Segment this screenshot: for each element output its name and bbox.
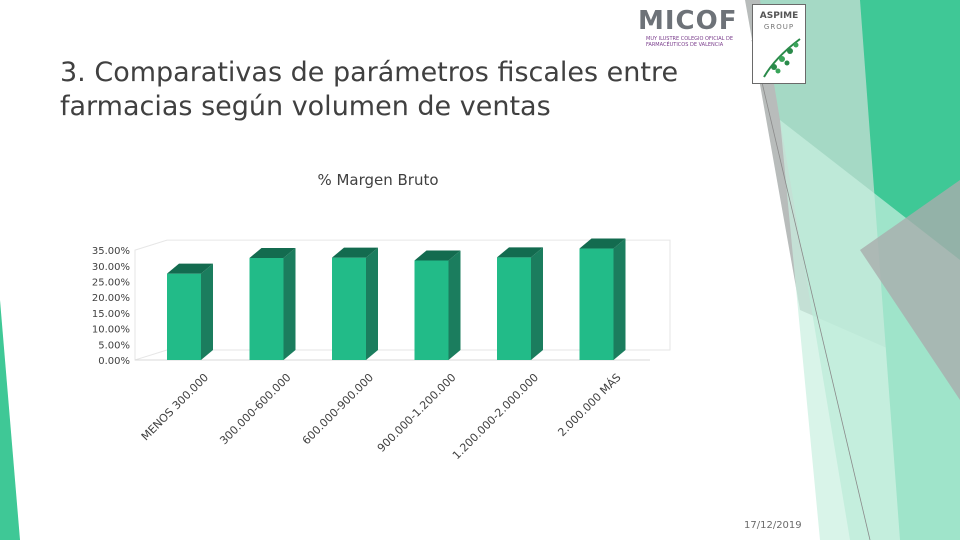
bar-top	[579, 238, 626, 249]
slide-date: 17/12/2019	[744, 520, 802, 531]
bar	[414, 250, 461, 360]
x-tick-label: 300.000-600.000	[217, 371, 293, 447]
bar	[167, 263, 213, 360]
bar-side	[283, 247, 296, 360]
chart-3d-walls	[134, 239, 671, 361]
slide-title-line-1: 3. Comparativas de parámetros fiscales e…	[60, 57, 679, 88]
bar-side	[201, 263, 213, 360]
bar-front	[414, 260, 449, 360]
y-tick-label: 20.00%	[92, 293, 130, 304]
bar-front	[249, 257, 284, 360]
y-tick-label: 0.00%	[98, 356, 130, 367]
bar-front	[167, 273, 201, 360]
slide-title-line-2: farmacias según volumen de ventas	[60, 91, 551, 122]
bar-front	[497, 257, 531, 360]
bar-top	[497, 247, 543, 258]
theme-diagonal-line	[751, 39, 871, 540]
slide-title: 3. Comparativas de parámetros fiscales e…	[60, 56, 750, 124]
bar-top	[414, 250, 461, 261]
aspime-logo: ASPIME GROUP	[752, 4, 806, 84]
y-tick-label: 35.00%	[92, 246, 130, 257]
bar-top	[167, 263, 213, 274]
chart-title: % Margen Bruto	[317, 171, 438, 189]
x-tick-label: MENOS 300.000	[139, 371, 211, 443]
theme-shape-left-accent	[0, 300, 20, 540]
y-tick-label: 10.00%	[92, 325, 130, 336]
y-axis: 0.00% 5.00% 10.00% 15.00% 20.00% 25.00% 30.00%…	[92, 246, 130, 367]
micof-logo: MICOF MUY ILUSTRE COLEGIO OFICIAL DE FAR…	[638, 6, 742, 54]
bar-side	[366, 247, 378, 360]
y-tick-label: 25.00%	[92, 278, 130, 289]
x-tick-label: 600.000-900.000	[300, 371, 376, 447]
y-tick-label: 15.00%	[92, 309, 130, 320]
bar-side	[613, 238, 626, 360]
x-tick-label: 2.000.000 MÁS	[555, 371, 623, 439]
micof-logo-subtitle: MUY ILUSTRE COLEGIO OFICIAL DE FARMACÉUT…	[646, 36, 734, 48]
bar	[579, 238, 626, 360]
y-tick-label: 30.00%	[92, 262, 130, 273]
bar-side	[448, 250, 461, 360]
aspime-leaf-icon	[763, 38, 801, 78]
x-axis: MENOS 300.000 300.000-600.000 600.000-900.…	[139, 371, 624, 462]
aspime-logo-wordmark: ASPIME	[759, 11, 799, 21]
x-tick-label: 900.000-1.200.000	[375, 371, 459, 455]
bar-front	[332, 257, 366, 360]
bar	[497, 247, 543, 360]
y-tick-label: 5.00%	[98, 340, 130, 351]
bar	[332, 247, 378, 360]
bar-side	[531, 247, 543, 360]
bars-group	[167, 238, 626, 360]
aspime-logo-group: GROUP	[763, 23, 795, 31]
bar-top	[332, 247, 378, 258]
bar-top	[249, 247, 296, 258]
x-tick-label: 1.200.000-2.000.000	[450, 371, 541, 462]
theme-shape-gray-overlay	[860, 180, 960, 400]
bar-front	[579, 248, 614, 360]
micof-logo-wordmark: MICOF	[638, 6, 738, 36]
bar	[249, 247, 296, 360]
